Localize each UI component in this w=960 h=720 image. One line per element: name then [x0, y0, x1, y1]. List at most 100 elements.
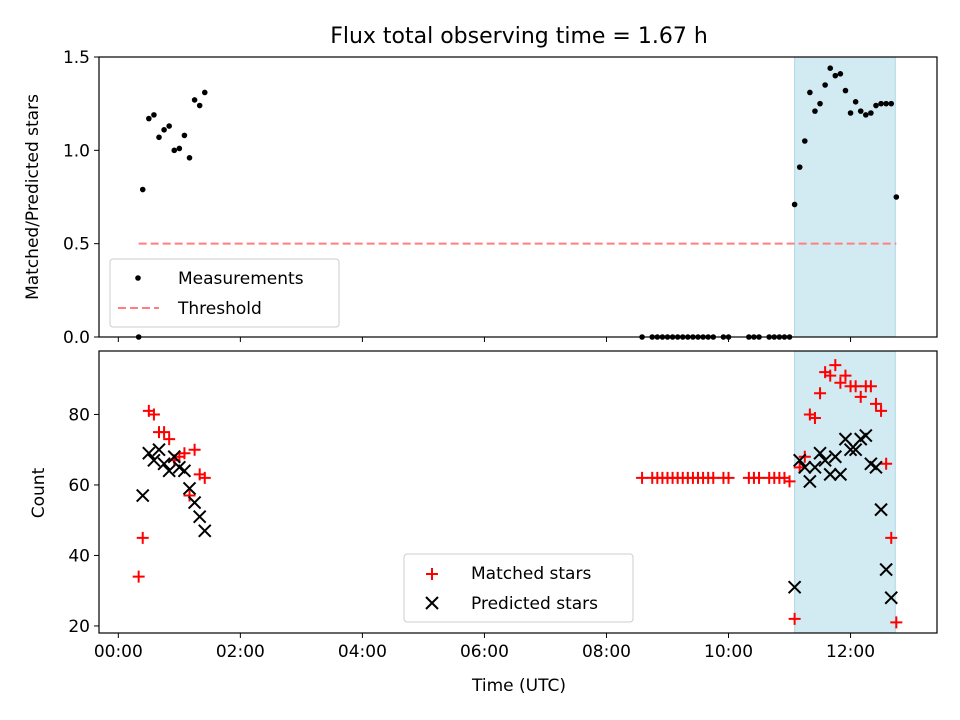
measurement-point — [888, 100, 895, 107]
x-axis-label: Time (UTC) — [471, 676, 566, 696]
matched-stars-point — [636, 471, 649, 484]
measurement-point — [863, 112, 869, 118]
matched-stars-point — [854, 390, 867, 403]
measurement-point — [796, 164, 803, 170]
measurement-point — [161, 127, 167, 133]
bottom-panel-counts: 20 40 60 80 00:00 02:00 04:00 06:00 08:00 10:00 1… — [29, 350, 938, 696]
predicted-stars-point — [823, 467, 837, 482]
top-y-tick-label: 0.5 — [63, 235, 90, 255]
measurement-point — [201, 89, 208, 96]
measurement-point — [191, 97, 198, 103]
measurement-point — [868, 110, 874, 116]
legend-measurements-marker — [135, 275, 141, 281]
measurement-point — [151, 112, 157, 118]
predicted-stars-point — [843, 442, 858, 457]
top-axes-frame — [98, 56, 938, 338]
measurement-point — [171, 147, 178, 154]
bottom-y-ticks: 20 40 60 80 — [68, 405, 99, 637]
measurement-point — [837, 71, 844, 77]
matched-stars-point — [788, 612, 801, 625]
measurement-point — [893, 194, 900, 200]
top-y-tick-label: 1.5 — [63, 48, 90, 68]
predicted-stars-point — [848, 442, 863, 457]
bottom-y-tick-label: 20 — [68, 617, 90, 637]
bottom-legend: Matched stars Predicted stars — [403, 553, 634, 623]
measurement-point — [852, 99, 859, 105]
bottom-axes-frame — [98, 350, 938, 634]
measurement-point — [186, 155, 193, 161]
measurement-point — [146, 115, 152, 122]
predicted-stars-point — [838, 432, 853, 446]
predicted-stars-point — [803, 474, 817, 489]
measurement-point — [176, 145, 183, 152]
x-tick-label: 08:00 — [582, 642, 631, 662]
predicted-stars-point — [792, 453, 807, 467]
top-shaded-region — [794, 56, 896, 338]
top-y-tick-label: 0.0 — [63, 328, 90, 348]
matched-stars-point — [707, 471, 720, 484]
measurement-point — [801, 138, 808, 144]
measurement-point — [812, 108, 818, 114]
measurement-point — [822, 82, 828, 88]
chart-title: Flux total observing time = 1.67 h — [330, 24, 708, 49]
predicted-stars-point — [874, 502, 888, 517]
predicted-stars-point — [192, 509, 207, 524]
bottom-y-axis-label: Count — [29, 467, 49, 518]
predicted-stars-point — [808, 460, 822, 475]
matched-stars-point — [183, 489, 196, 502]
predicted-stars-point — [884, 591, 898, 605]
matched-stars-point — [158, 426, 171, 439]
matched-stars-point — [890, 616, 903, 629]
measurement-point — [878, 100, 884, 107]
legend-predicted-marker — [425, 596, 439, 610]
predicted-stars-point — [818, 453, 832, 467]
measurement-point — [156, 134, 162, 141]
matched-stars-point — [834, 376, 847, 389]
matched-stars-point — [178, 447, 191, 460]
predicted-stars-point — [869, 460, 883, 475]
matched-stars-point — [722, 471, 735, 484]
predicted-stars-point — [136, 488, 150, 503]
measurement-point — [832, 72, 839, 79]
matched-stars-point — [839, 369, 852, 382]
legend-matched-marker — [426, 568, 438, 580]
predicted-stars-point — [187, 495, 202, 510]
predicted-stars-point — [182, 481, 197, 496]
predicted-stars-point — [142, 446, 156, 460]
measurement-point — [857, 108, 864, 114]
predicted-stars-point — [798, 460, 812, 475]
measurement-point — [842, 87, 849, 94]
matched-stars-point — [864, 380, 877, 393]
measurement-point — [873, 102, 879, 109]
x-tick-label: 10:00 — [704, 642, 753, 662]
matched-stars-point — [814, 387, 827, 400]
matched-stars-point — [849, 380, 862, 393]
legend-matched-label: Matched stars — [471, 564, 591, 584]
matched-stars-point — [808, 411, 821, 424]
matched-stars-point — [783, 475, 796, 488]
top-legend: Measurements Threshold — [109, 258, 340, 328]
predicted-stars-point — [813, 446, 827, 460]
matched-stars-point — [829, 359, 842, 372]
measurement-point — [181, 132, 188, 139]
predicted-stars-point — [152, 442, 166, 457]
bottom-y-tick-label: 80 — [68, 405, 90, 425]
bottom-data-marks — [132, 359, 903, 629]
measurement-point — [791, 201, 798, 208]
matched-stars-point — [824, 369, 837, 382]
predicted-stars-point — [198, 524, 212, 538]
predicted-stars-point — [177, 464, 192, 478]
measurement-point — [827, 65, 834, 71]
matched-stars-point — [798, 450, 811, 463]
x-tick-label: 12:00 — [826, 642, 875, 662]
legend-measurements-label: Measurements — [178, 269, 304, 289]
matched-stars-point — [198, 471, 211, 484]
predicted-stars-point — [787, 580, 802, 594]
x-tick-label: 00:00 — [94, 642, 143, 662]
matched-stars-point — [880, 457, 893, 470]
top-legend-box — [109, 258, 340, 328]
matched-stars-point — [163, 433, 176, 446]
x-tick-label: 06:00 — [460, 642, 509, 662]
measurement-point — [883, 100, 889, 107]
